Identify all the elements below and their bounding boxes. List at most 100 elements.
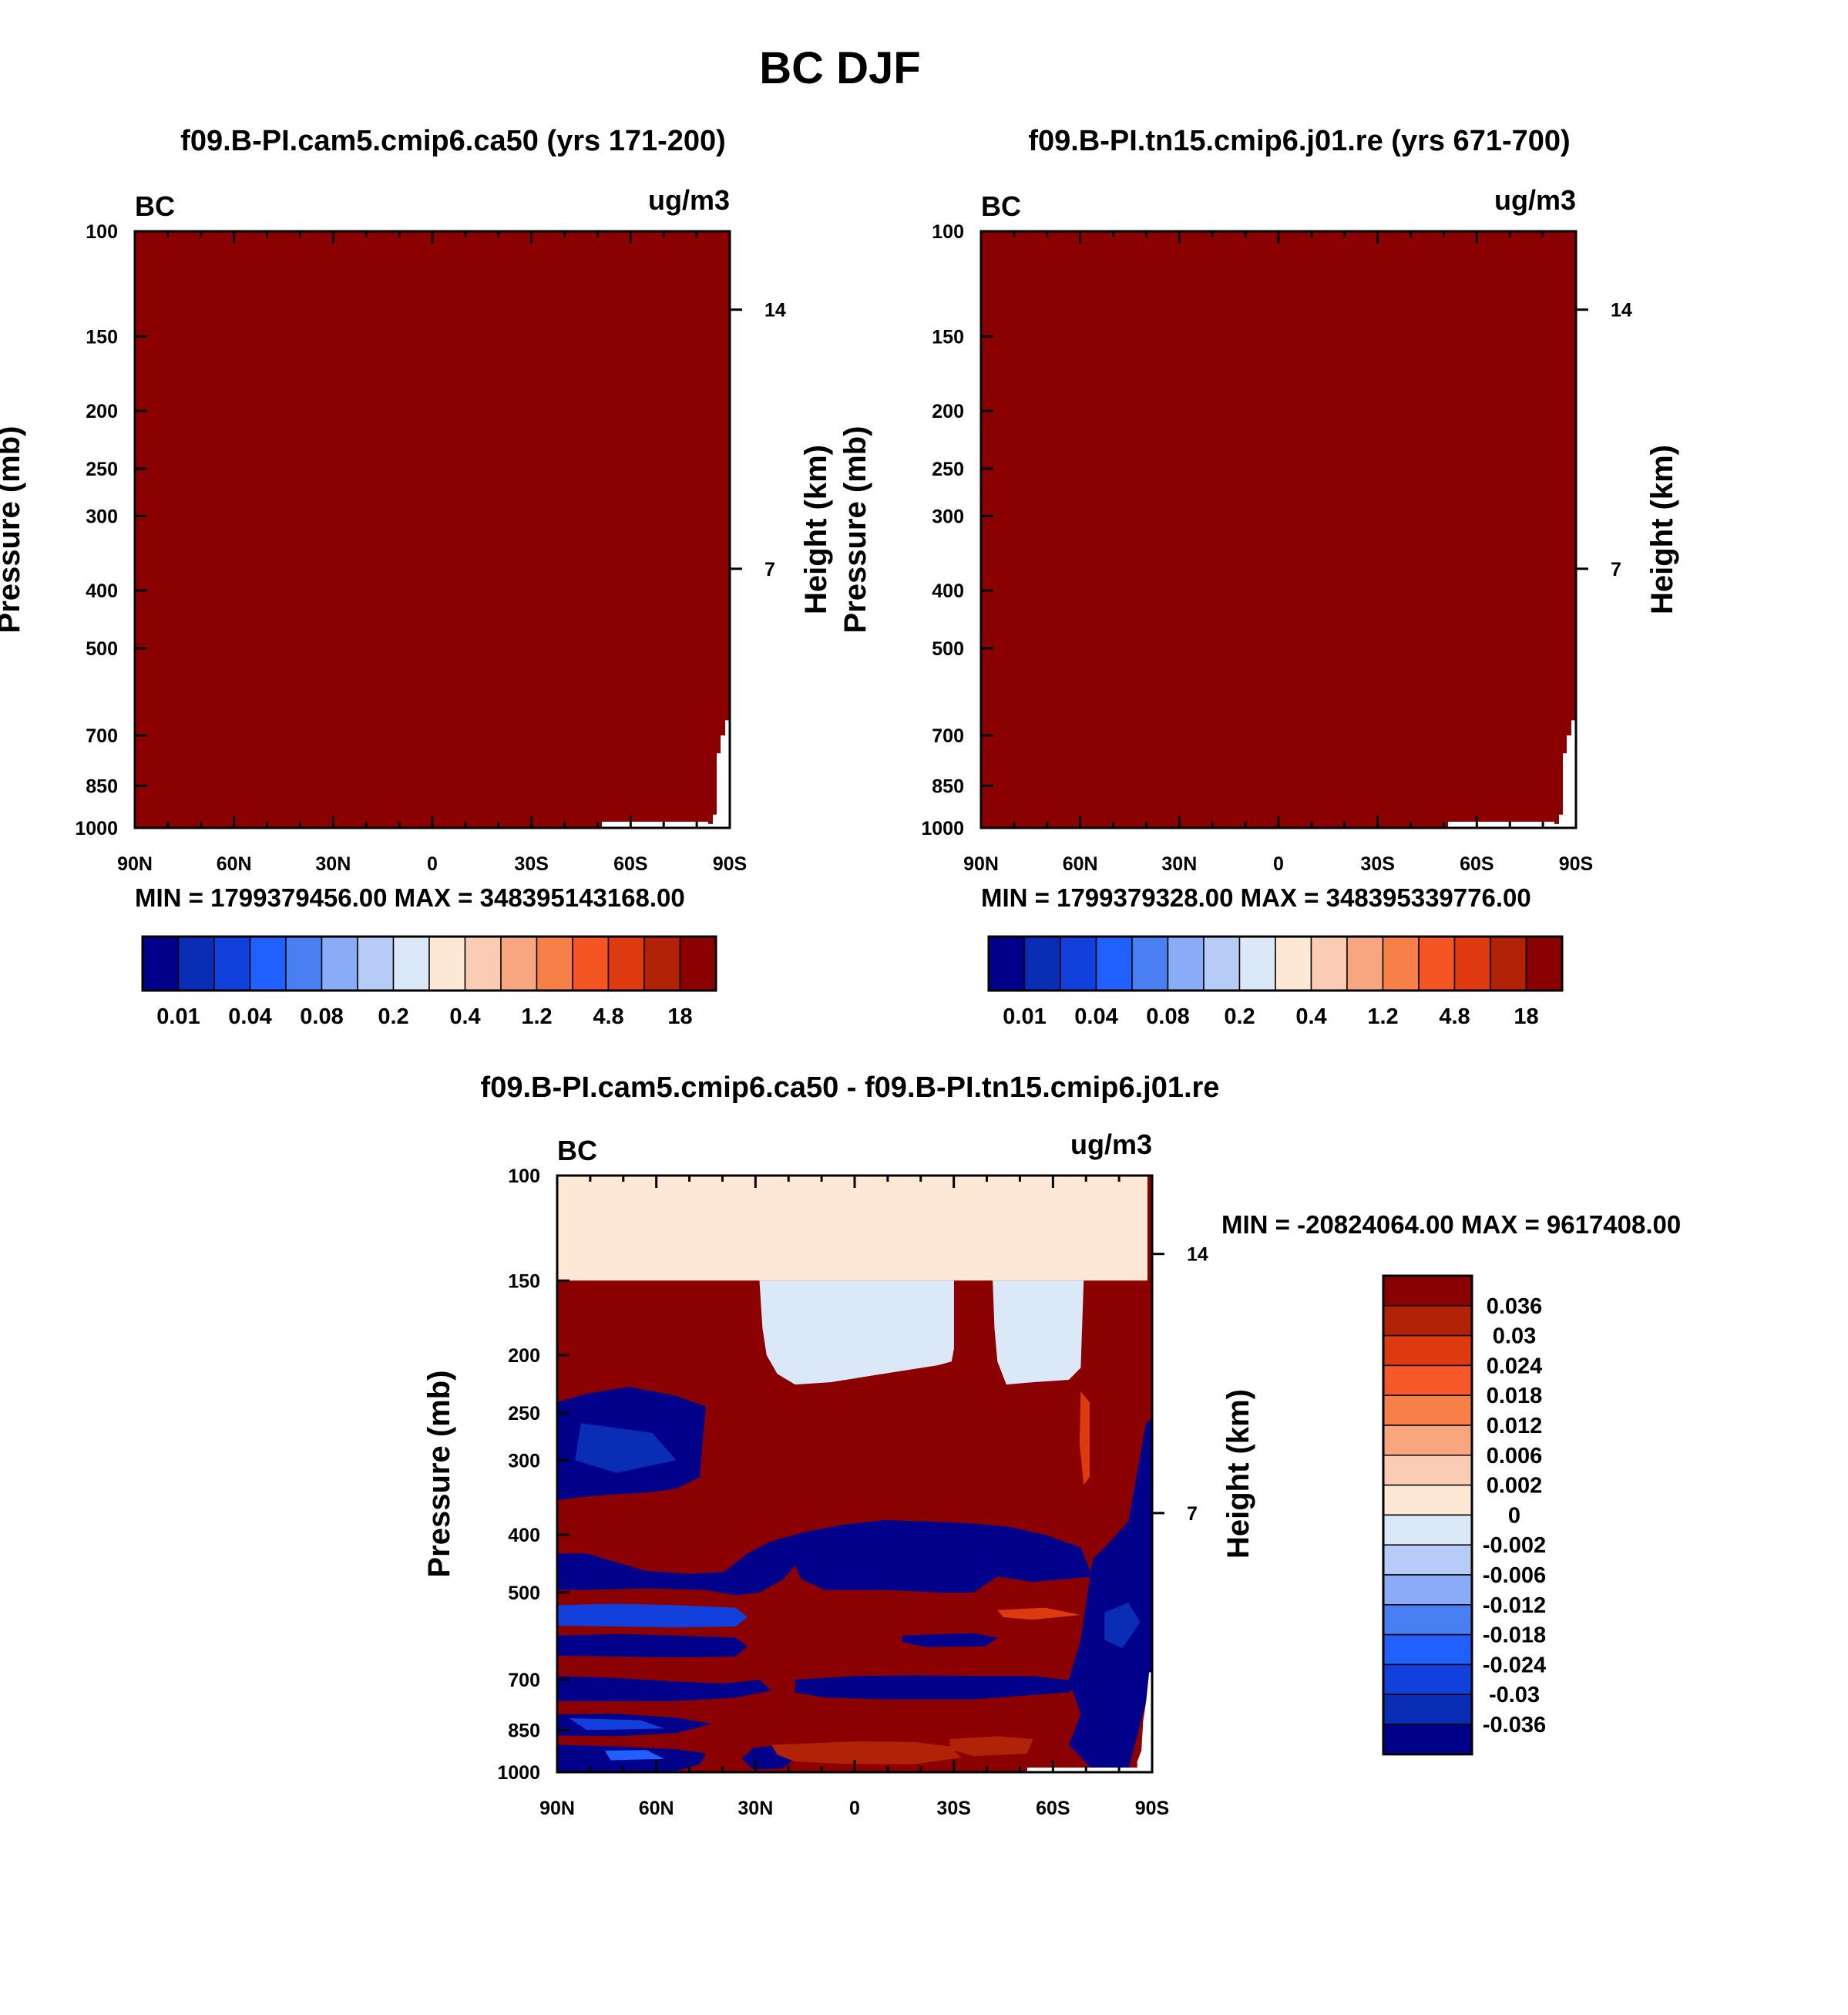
colorbar-cell (249, 936, 287, 991)
missing-data (1026, 1672, 1152, 1772)
plot-frame (556, 1174, 1154, 1774)
colorbar-cell (1167, 936, 1205, 991)
x-tick-label: 90S (1135, 1798, 1169, 1819)
colorbar-label: 0.036 (1487, 1294, 1543, 1319)
x-tick-label: 30S (1360, 853, 1394, 875)
right-tick-label: 7 (764, 559, 775, 580)
panel-title: f09.B-PI.cam5.cmip6.ca50 (yrs 171-200) (180, 125, 726, 157)
colorbar-cell (1275, 936, 1312, 991)
y-tick-label: 850 (932, 775, 964, 797)
colorbar-label: -0.024 (1483, 1653, 1546, 1677)
colorbar-cell (1383, 1394, 1473, 1426)
colorbar-cell (1383, 1663, 1473, 1695)
colorbar-cell (1453, 936, 1491, 991)
colorbar-label: 0.08 (1146, 1004, 1189, 1029)
colorbar-label: -0.036 (1483, 1713, 1546, 1737)
right-tick-label: 14 (764, 300, 786, 321)
colorbar-frame (987, 935, 1564, 992)
colorbar-cell (1310, 936, 1348, 991)
panel-title: f09.B-PI.cam5.cmip6.ca50 - f09.B-PI.tn15… (481, 1071, 1220, 1104)
figure-title: BC DJF (759, 43, 920, 93)
x-tick-label: 90S (1559, 853, 1593, 875)
colorbar-label: 0.006 (1487, 1444, 1543, 1468)
right-tick-label: 14 (1611, 300, 1632, 321)
colorbar-label: 0.4 (449, 1004, 480, 1029)
right-axis-title: Height (km) (1645, 445, 1679, 614)
colorbar-label: 1.2 (521, 1004, 552, 1029)
field-blob (771, 1741, 962, 1764)
colorbar-cell (988, 936, 1026, 991)
field-blob (997, 1607, 1081, 1620)
stats-label: MIN = 1799379328.00 MAX = 348395339776.0… (981, 883, 1531, 912)
colorbar-cell (357, 936, 395, 991)
colorbar-cell (536, 936, 573, 991)
colorbar-label: -0.018 (1483, 1623, 1546, 1648)
field-blob (557, 1603, 748, 1628)
colorbar-label: -0.006 (1483, 1563, 1546, 1588)
colorbar-label: -0.012 (1483, 1593, 1546, 1618)
colorbar-label: 0.04 (228, 1004, 271, 1029)
colorbar-label: 0.08 (300, 1004, 343, 1029)
colorbar-cell (1346, 936, 1384, 991)
field-fill (135, 231, 730, 828)
x-tick-label: 30N (315, 853, 351, 875)
colorbar-label: 18 (667, 1004, 692, 1029)
y-tick-label: 200 (508, 1345, 540, 1367)
field-blob (575, 1423, 677, 1473)
colorbar-label: 0.04 (1074, 1004, 1117, 1029)
right-tick-label: 7 (1187, 1503, 1198, 1525)
colorbar-cell (1383, 1544, 1473, 1576)
y-tick-label: 850 (86, 775, 118, 797)
colorbar-frame (141, 935, 717, 992)
colorbar-cell (1060, 936, 1097, 991)
colorbar-cell (1383, 1694, 1473, 1725)
y-tick-label: 500 (86, 638, 118, 660)
colorbar-label: 0.2 (378, 1004, 408, 1029)
y-tick-label: 400 (86, 580, 118, 602)
variable-label: BC (557, 1135, 597, 1166)
right-axis-title: Height (km) (799, 445, 833, 614)
field-blob (1068, 1418, 1152, 1770)
y-tick-label: 150 (508, 1270, 540, 1292)
x-tick-label: 60S (1036, 1798, 1070, 1819)
field-blob (557, 1176, 1147, 1281)
x-tick-label: 60S (613, 853, 647, 875)
y-tick-label: 700 (932, 725, 964, 747)
y-tick-label: 300 (508, 1450, 540, 1472)
colorbar-label: 4.8 (593, 1004, 623, 1029)
colorbar-cell (1490, 936, 1527, 991)
units-label: ug/m3 (648, 184, 730, 216)
y-tick-label: 700 (86, 725, 118, 747)
y-axis-title: Pressure (mb) (0, 426, 26, 634)
field-blob (557, 1519, 1093, 1596)
colorbar-cell (464, 936, 502, 991)
field-blob (949, 1736, 1033, 1757)
variable-label: BC (981, 190, 1021, 222)
colorbar-cell (643, 936, 681, 991)
colorbar-label: 0.024 (1487, 1354, 1543, 1378)
colorbar-cell (1131, 936, 1169, 991)
y-tick-label: 400 (508, 1525, 540, 1546)
colorbar-cell (607, 936, 645, 991)
colorbar-cell (1383, 1604, 1473, 1636)
variable-label: BC (135, 190, 175, 222)
field-blob (1104, 1603, 1141, 1649)
plot-frame (133, 230, 731, 829)
colorbar-label: 0.012 (1487, 1414, 1543, 1438)
field-blob (557, 1633, 748, 1658)
colorbar-label: 0.01 (156, 1004, 200, 1029)
x-tick-label: 0 (427, 853, 438, 875)
colorbar-cell (572, 936, 610, 991)
panel-model-tn15: f09.B-PI.tn15.cmip6.j01.re (yrs 671-700)… (838, 125, 1679, 1029)
colorbar-cell (1023, 936, 1061, 991)
stats-label: MIN = 1799379456.00 MAX = 348395143168.0… (135, 883, 685, 912)
colorbar-cell (1525, 936, 1563, 991)
colorbar-label: 0.4 (1295, 1004, 1326, 1029)
colorbar-cell (500, 936, 538, 991)
panel-difference: f09.B-PI.cam5.cmip6.ca50 - f09.B-PI.tn15… (422, 1071, 1681, 1819)
y-axis-title: Pressure (mb) (422, 1371, 456, 1578)
y-tick-label: 100 (508, 1166, 540, 1187)
colorbar-cell (1383, 1574, 1473, 1606)
colorbar-cell (1238, 936, 1276, 991)
x-tick-label: 30S (936, 1798, 970, 1819)
